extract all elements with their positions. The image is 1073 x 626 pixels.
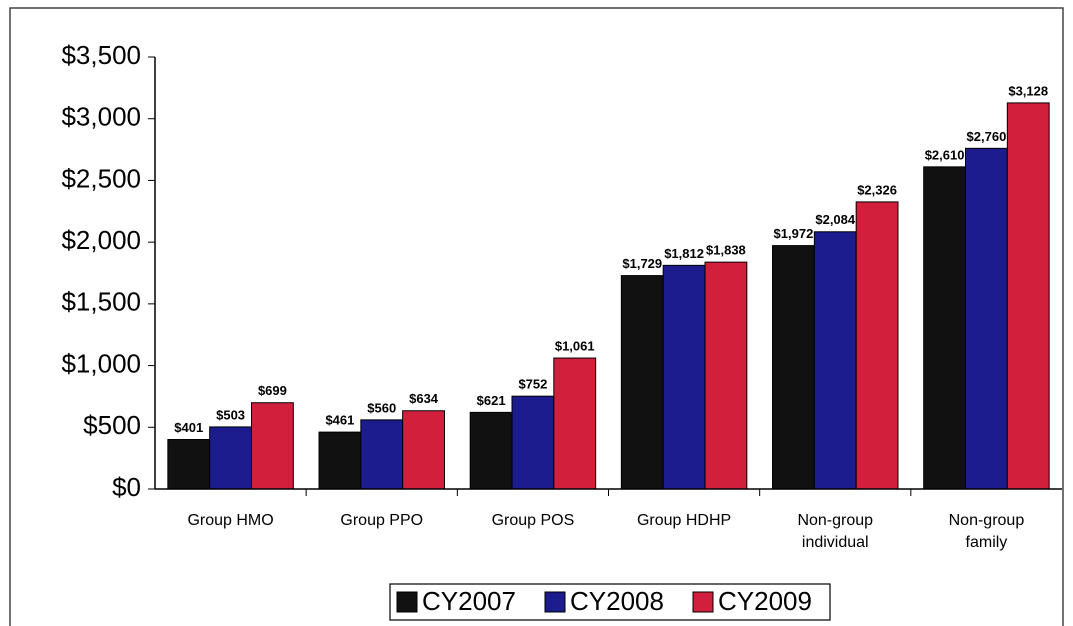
y-tick-label: $3,500 (61, 40, 141, 70)
y-tick-label: $1,000 (61, 348, 141, 378)
legend-swatch (396, 591, 418, 613)
bar (704, 261, 748, 490)
bar (923, 166, 967, 490)
bar (553, 357, 597, 490)
bar (318, 431, 362, 490)
x-tick-label: Non-group family (949, 512, 1025, 551)
legend-label: CY2007 (422, 586, 516, 616)
bar (965, 147, 1008, 490)
bar (855, 201, 899, 490)
bar (772, 245, 815, 490)
value-label: $634 (409, 391, 439, 406)
value-label: $1,061 (555, 338, 595, 353)
value-label: $3,128 (1008, 83, 1048, 98)
bar (1006, 102, 1050, 490)
value-label: $2,326 (857, 182, 897, 197)
legend-swatch (544, 591, 566, 613)
value-label: $1,838 (706, 243, 746, 258)
bar (250, 402, 294, 490)
value-label: $621 (477, 393, 506, 408)
value-label: $461 (325, 413, 354, 428)
y-tick-label: $0 (112, 472, 141, 502)
x-tick-label: Group HDHP (637, 512, 731, 529)
legend-swatch (692, 591, 714, 613)
value-label: $2,610 (925, 147, 965, 162)
bar (167, 439, 211, 490)
value-label: $560 (367, 400, 396, 415)
bar (360, 419, 404, 490)
value-label: $2,084 (815, 212, 856, 227)
bar (511, 395, 555, 490)
x-tick-label: Non-group individual (797, 512, 873, 551)
bar (402, 410, 445, 490)
value-label: $1,972 (774, 226, 814, 241)
x-tick-label: Group PPO (340, 512, 423, 529)
legend-box (389, 583, 831, 621)
y-tick-label: $500 (83, 410, 141, 440)
x-tick-label: Group POS (492, 512, 575, 529)
legend-label: CY2008 (570, 586, 664, 616)
bar (620, 275, 664, 490)
frame (9, 7, 1064, 626)
y-tick-label: $2,500 (61, 163, 141, 193)
value-label: $2,760 (967, 129, 1007, 144)
y-tick-label: $2,000 (61, 225, 141, 255)
value-label: $752 (518, 377, 547, 392)
legend-label: CY2009 (718, 586, 812, 616)
bar (662, 264, 706, 490)
bar (813, 231, 857, 490)
value-label: $503 (216, 407, 245, 422)
y-tick-label: $1,500 (61, 287, 141, 317)
value-label: $1,812 (664, 246, 704, 261)
value-label: $699 (258, 383, 287, 398)
value-label: $1,729 (622, 256, 662, 271)
value-label: $401 (174, 420, 203, 435)
x-tick-label: Group HMO (187, 512, 273, 529)
bar (469, 411, 513, 490)
y-tick-label: $3,000 (61, 102, 141, 132)
bar (209, 426, 252, 490)
